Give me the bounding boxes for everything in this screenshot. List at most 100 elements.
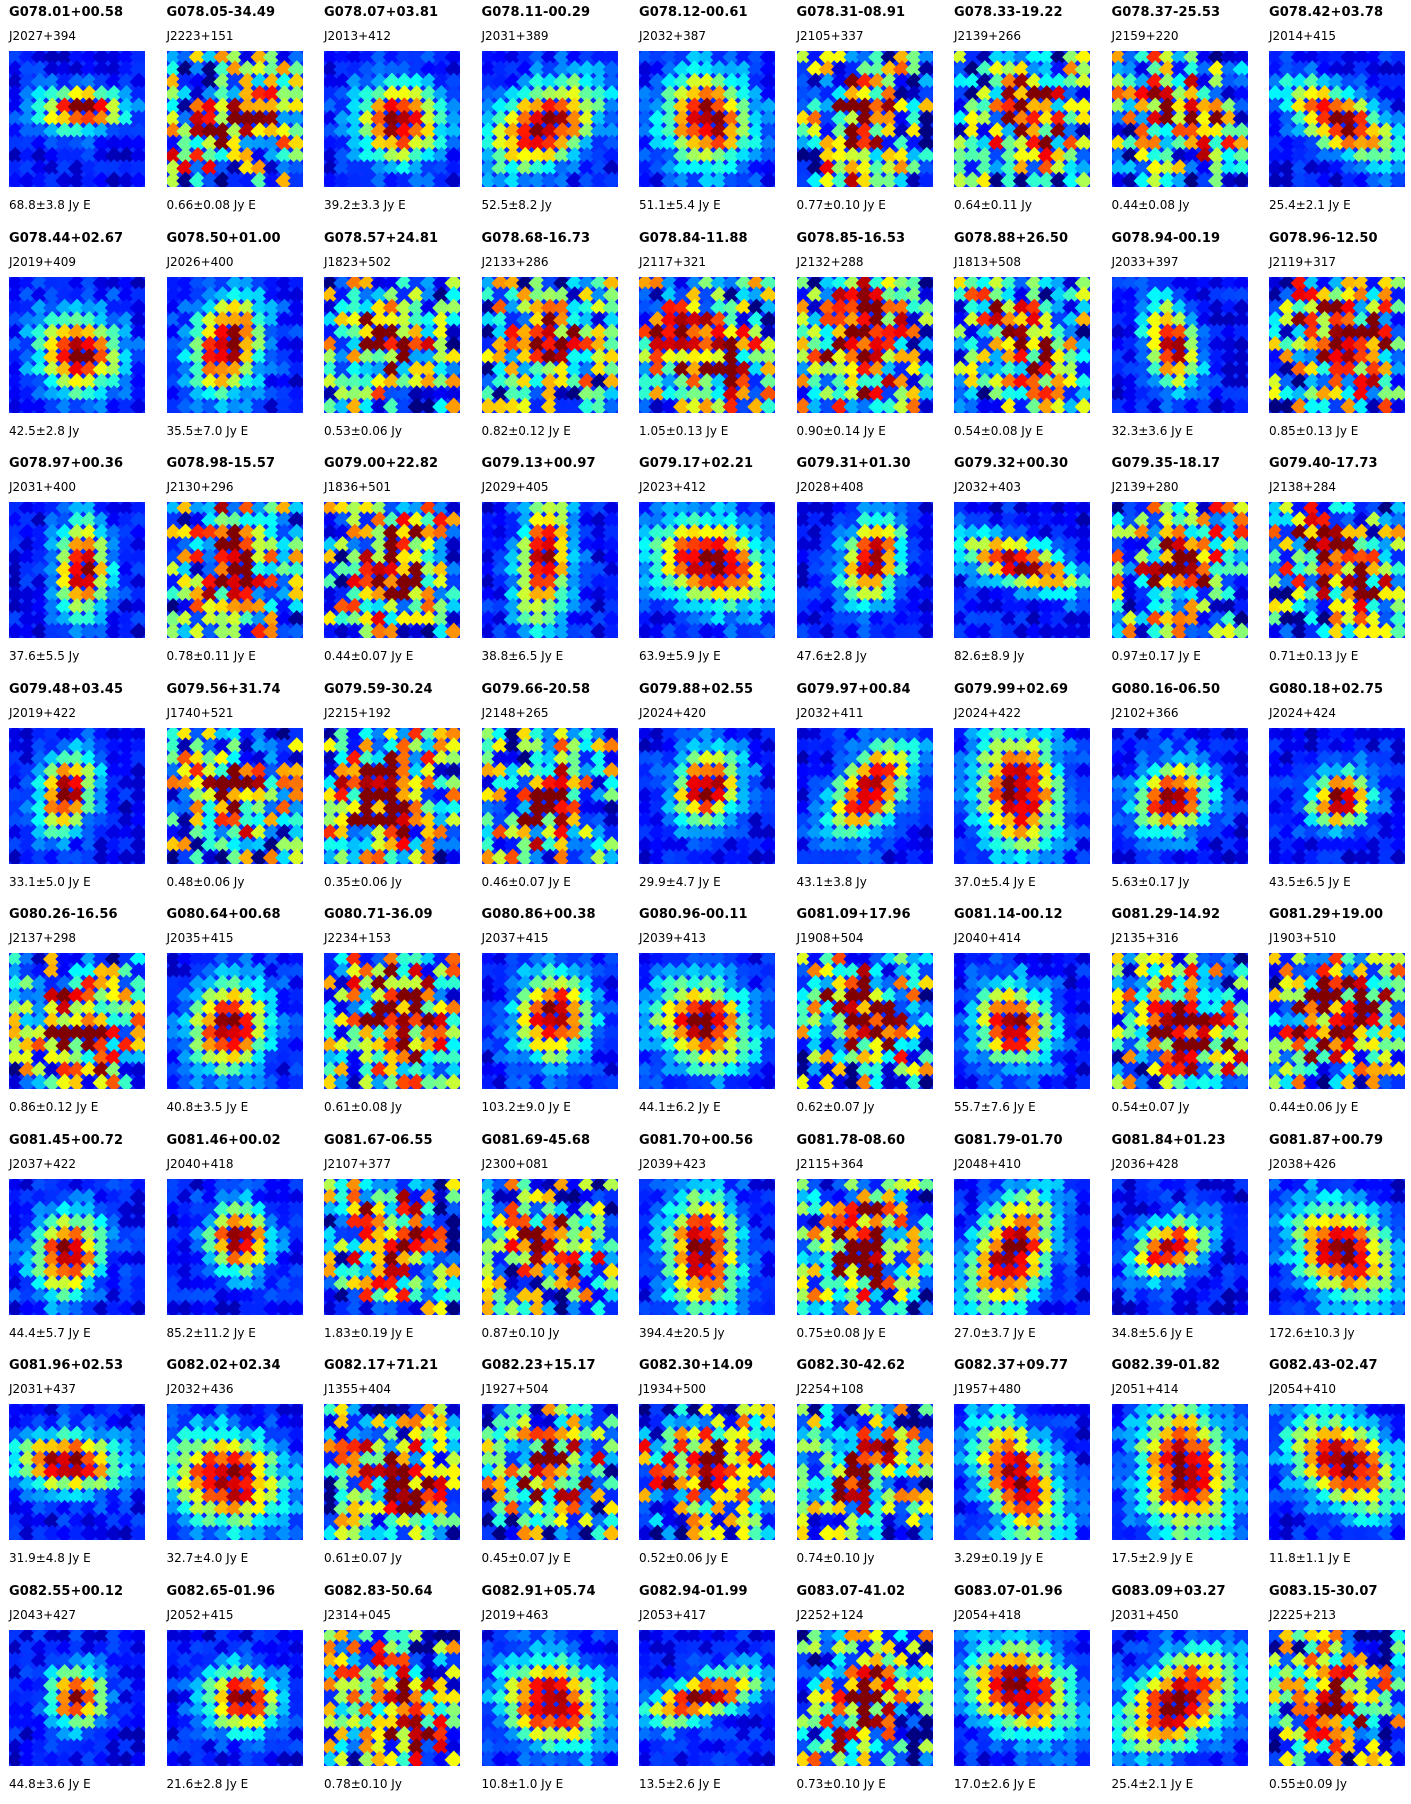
thumbnail-pixel (67, 848, 87, 864)
thumbnail-pixel (1207, 622, 1226, 638)
source-thumbnail-image[interactable] (481, 502, 618, 638)
thumbnail-pixel (1037, 597, 1056, 617)
source-thumbnail-image[interactable] (9, 51, 145, 187)
source-cell[interactable]: G080.16-06.50 J2102+366 5.63±0.17 Jy (1111, 682, 1257, 902)
source-thumbnail-image[interactable] (166, 953, 303, 1089)
source-thumbnail-image[interactable] (9, 502, 145, 638)
source-cell[interactable]: G079.13+00.97 J2029+405 38.8±6.5 Jy E (481, 456, 627, 676)
thumbnail-pixel (796, 511, 812, 530)
source-cell[interactable]: G079.88+02.55 J2024+420 29.9±4.7 Jy E (638, 682, 784, 902)
source-thumbnail-image[interactable] (639, 51, 775, 187)
source-cell[interactable]: G078.12-00.61 J2032+387 51.1±5.4 Jy E (638, 5, 784, 225)
source-cell[interactable]: G078.31-08.91 J2105+337 0.77±0.10 Jy E (796, 5, 942, 225)
source-thumbnail-image[interactable] (796, 51, 933, 187)
source-thumbnail-image[interactable] (324, 727, 460, 864)
thumbnail-pixel (1120, 502, 1140, 518)
source-cell[interactable]: G080.86+00.38 J2037+415 103.2±9.0 Jy E (481, 907, 627, 1127)
source-cell[interactable]: G079.99+02.69 J2024+422 37.0±5.4 Jy E (953, 682, 1099, 902)
source-name: G079.13+00.97 (481, 456, 596, 471)
source-cell[interactable]: G079.35-18.17 J2139+280 0.97±0.17 Jy E (1111, 456, 1257, 676)
source-thumbnail-image[interactable] (1269, 276, 1405, 413)
thumbnail-pixel (419, 573, 439, 592)
source-cell[interactable]: G078.05-34.49 J2223+151 0.66±0.08 Jy E (166, 5, 312, 225)
source-cell[interactable]: G078.37-25.53 J2159+220 0.44±0.08 Jy (1111, 5, 1257, 225)
source-thumbnail-image[interactable] (166, 51, 303, 187)
thumbnail-pixel (1232, 397, 1248, 413)
source-cell[interactable]: G078.50+01.00 J2026+400 35.5±7.0 Jy E (166, 231, 312, 451)
source-cell[interactable]: G080.64+00.68 J2035+415 40.8±3.5 Jy E (166, 907, 312, 1127)
source-cell[interactable]: G078.85-16.53 J2132+288 0.90±0.14 Jy E (796, 231, 942, 451)
source-cell[interactable]: G079.59-30.24 J2215+192 0.35±0.06 Jy (323, 682, 469, 902)
source-cell[interactable]: G078.42+03.78 J2014+415 25.4±2.1 Jy E (1268, 5, 1411, 225)
thumbnail-pixel (1389, 835, 1405, 855)
source-cell[interactable]: G078.96-12.50 J2119+317 0.85±0.13 Jy E (1268, 231, 1411, 451)
source-thumbnail-image[interactable] (9, 276, 145, 413)
source-cell[interactable]: G078.57+24.81 J1823+502 0.53±0.06 Jy (323, 231, 469, 451)
source-cell[interactable]: G078.33-19.22 J2139+266 0.64±0.11 Jy (953, 5, 1099, 225)
source-thumbnail-image[interactable] (1111, 276, 1248, 413)
source-thumbnail-image[interactable] (796, 502, 933, 638)
source-cell[interactable]: G078.44+02.67 J2019+409 42.5±2.8 Jy (8, 231, 154, 451)
source-cell[interactable]: G078.11-00.29 J2031+389 52.5±8.2 Jy (481, 5, 627, 225)
source-cell[interactable]: G078.84-11.88 J2117+321 1.05±0.13 Jy E (638, 231, 784, 451)
source-thumbnail-image[interactable] (954, 727, 1090, 864)
source-thumbnail-image[interactable] (324, 502, 460, 638)
thumbnail-pixel (1303, 397, 1322, 413)
source-thumbnail-image[interactable] (954, 502, 1090, 638)
thumbnail-pixel (212, 1061, 232, 1080)
source-thumbnail-image[interactable] (639, 727, 775, 864)
thumbnail-pixel (577, 298, 596, 317)
source-cell[interactable]: G079.31+01.30 J2028+408 47.6±2.8 Jy (796, 456, 942, 676)
source-cell[interactable]: G079.17+02.21 J2023+412 63.9±5.9 Jy E (638, 456, 784, 676)
source-thumbnail-image[interactable] (796, 276, 933, 413)
source-cell[interactable]: G079.32+00.30 J2032+403 82.6±8.9 Jy (953, 456, 1099, 676)
thumbnail-pixel (830, 848, 850, 864)
source-cell[interactable]: G079.97+00.84 J2032+411 43.1±3.8 Jy (796, 682, 942, 902)
source-thumbnail-image[interactable] (324, 276, 460, 413)
source-thumbnail-image[interactable] (166, 502, 303, 638)
thumbnail-pixel (697, 276, 717, 292)
thumbnail-pixel (577, 502, 596, 518)
source-thumbnail-image[interactable] (481, 276, 618, 413)
source-cell[interactable]: G080.26-16.56 J2137+298 0.86±0.12 Jy E (8, 907, 154, 1127)
source-thumbnail-image[interactable] (1111, 502, 1248, 638)
source-cell[interactable]: G078.68-16.73 J2133+286 0.82±0.12 Jy E (481, 231, 627, 451)
thumbnail-pixel (419, 773, 439, 793)
source-thumbnail-image[interactable] (9, 953, 145, 1089)
source-thumbnail-image[interactable] (9, 727, 145, 864)
source-thumbnail-image[interactable] (166, 727, 303, 864)
source-thumbnail-image[interactable] (954, 276, 1090, 413)
source-cell[interactable]: G079.56+31.74 J1740+521 0.48±0.06 Jy (166, 682, 312, 902)
source-thumbnail-image[interactable] (481, 953, 618, 1089)
source-thumbnail-image[interactable] (1269, 51, 1405, 187)
thumbnail-pixel (287, 560, 303, 580)
source-thumbnail-image[interactable] (166, 276, 303, 413)
source-thumbnail-image[interactable] (1111, 727, 1248, 864)
source-thumbnail-image[interactable] (639, 502, 775, 638)
source-thumbnail-image[interactable] (1111, 51, 1248, 187)
source-cell[interactable]: G078.88+26.50 J1813+508 0.54±0.08 Jy E (953, 231, 1099, 451)
source-thumbnail-image[interactable] (324, 953, 460, 1089)
source-thumbnail-image[interactable] (481, 727, 618, 864)
thumbnail-pixel (710, 773, 729, 793)
source-thumbnail-image[interactable] (639, 276, 775, 413)
source-thumbnail-image[interactable] (796, 727, 933, 864)
source-thumbnail-image[interactable] (1269, 727, 1405, 864)
source-cell[interactable]: G079.48+03.45 J2019+422 33.1±5.0 Jy E (8, 682, 154, 902)
thumbnail-pixel (175, 146, 195, 166)
source-cell[interactable]: G078.07+03.81 J2013+412 39.2±3.3 Jy E (323, 5, 469, 225)
source-thumbnail-image[interactable] (1269, 502, 1405, 638)
source-cell[interactable]: G080.71-36.09 J2234+153 0.61±0.08 Jy (323, 907, 469, 1127)
source-cell[interactable]: G078.94-00.19 J2033+397 32.3±3.6 Jy E (1111, 231, 1257, 451)
source-cell[interactable]: G078.01+00.58 J2027+394 68.8±3.8 Jy E (8, 5, 154, 225)
source-cell[interactable]: G080.18+02.75 J2024+424 43.5±6.5 Jy E (1268, 682, 1411, 902)
source-thumbnail-image[interactable] (954, 51, 1090, 187)
source-cell[interactable]: G079.40-17.73 J2138+284 0.71±0.13 Jy E (1268, 456, 1411, 676)
source-cell[interactable]: G079.66-20.58 J2148+265 0.46±0.07 Jy E (481, 682, 627, 902)
source-cell[interactable]: G078.97+00.36 J2031+400 37.6±5.5 Jy (8, 456, 154, 676)
source-cell[interactable]: G078.98-15.57 J2130+296 0.78±0.11 Jy E (166, 456, 312, 676)
source-thumbnail-image[interactable] (481, 51, 618, 187)
thumbnail-pixel (1207, 109, 1226, 129)
source-thumbnail-image[interactable] (324, 51, 460, 187)
source-cell[interactable]: G079.00+22.82 J1836+501 0.44±0.07 Jy E (323, 456, 469, 676)
